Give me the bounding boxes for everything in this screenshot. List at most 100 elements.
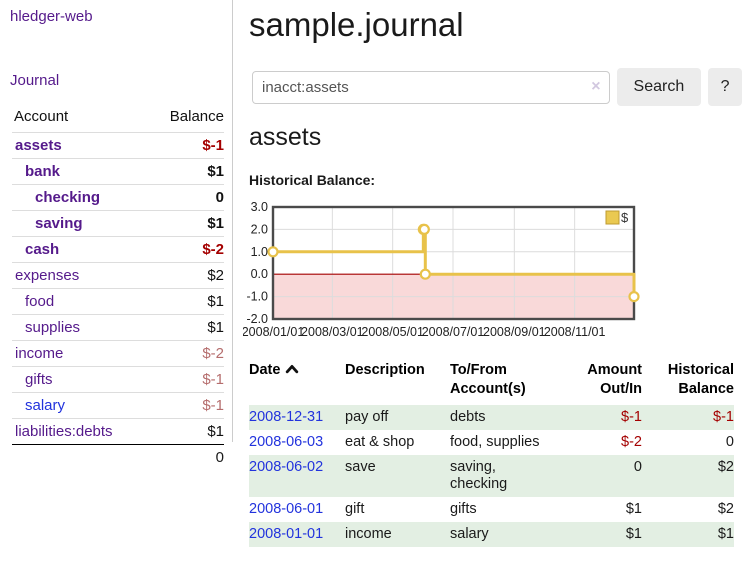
svg-text:2008/01/01: 2008/01/01	[243, 325, 304, 339]
transaction-amount: $1	[625, 501, 642, 517]
transaction-amount: 0	[633, 459, 642, 475]
transaction-date-link[interactable]: 2008-12-31	[249, 409, 324, 425]
svg-text:2008/07/01: 2008/07/01	[422, 325, 485, 339]
account-link[interactable]: income	[15, 345, 64, 362]
transaction-amount: $-2	[621, 434, 642, 450]
register-row: 2008-06-01 gift gifts $1 $2	[249, 497, 734, 522]
svg-text:1.0: 1.0	[251, 245, 268, 259]
historical-balance-chart: $3.0 2.0 1.0 0.0 -1.0 -2.0 2008/01/01 2008/03/0…	[243, 197, 645, 341]
account-link[interactable]: bank	[25, 163, 61, 180]
chart-canvas: $3.0 2.0 1.0 0.0 -1.0 -2.02008/01/012008/03/0…	[243, 200, 640, 339]
transaction-amount: $1	[625, 526, 642, 542]
account-row: salary $-1	[12, 392, 224, 419]
transaction-accounts: food, supplies	[450, 434, 540, 450]
account-row: saving $1	[12, 210, 224, 237]
transaction-accounts: salary	[450, 526, 489, 542]
transaction-date-link[interactable]: 2008-06-03	[249, 434, 324, 450]
page-title: sample.journal	[249, 6, 464, 43]
svg-text:2008/09/01: 2008/09/01	[483, 325, 546, 339]
account-balance: $-1	[202, 137, 224, 154]
account-balance: $1	[207, 293, 224, 310]
transaction-balance: 0	[725, 434, 734, 450]
svg-text:2008/11/01: 2008/11/01	[544, 325, 606, 339]
account-row: gifts $-1	[12, 366, 224, 393]
svg-text:2008/03/01: 2008/03/01	[301, 325, 364, 339]
transaction-balance: $1	[717, 526, 734, 542]
account-link[interactable]: assets	[15, 137, 62, 154]
account-link[interactable]: expenses	[15, 267, 80, 284]
register-table: Date Description To/From Account(s) Amou…	[249, 359, 734, 547]
account-heading: assets	[249, 123, 322, 151]
account-row: expenses $2	[12, 262, 224, 289]
help-button[interactable]: ?	[708, 68, 742, 106]
account-balance: $1	[207, 423, 224, 440]
svg-text:0.0: 0.0	[251, 267, 268, 281]
account-link[interactable]: cash	[25, 241, 60, 258]
account-balance: $-1	[202, 397, 224, 414]
account-balance: $1	[207, 319, 224, 336]
sidebar-item-journal[interactable]: Journal	[10, 72, 60, 89]
account-link[interactable]: saving	[35, 215, 83, 232]
accounts-total-balance: 0	[147, 444, 224, 470]
transaction-date-link[interactable]: 2008-06-01	[249, 501, 324, 517]
svg-text:-2.0: -2.0	[246, 312, 268, 326]
account-row: assets $-1	[12, 132, 224, 159]
register-row: 2008-01-01 income salary $1 $1	[249, 522, 734, 547]
transaction-balance: $2	[717, 459, 734, 475]
transaction-description: income	[345, 526, 392, 542]
account-link[interactable]: food	[25, 293, 55, 310]
clear-search-icon[interactable]: ×	[591, 77, 601, 95]
svg-text:2008/05/01: 2008/05/01	[361, 325, 424, 339]
date-column-header[interactable]: Date	[249, 359, 345, 405]
accounts-column-header: To/From Account(s)	[450, 362, 526, 397]
transaction-description: eat & shop	[345, 434, 415, 450]
account-row: checking 0	[12, 184, 224, 211]
account-balance: $2	[207, 267, 224, 284]
account-balance: $-2	[202, 345, 224, 362]
accounts-table-header: Account Balance	[12, 104, 224, 133]
transaction-accounts: debts	[450, 409, 486, 425]
account-balance: 0	[215, 189, 224, 206]
svg-text:-1.0: -1.0	[246, 290, 268, 304]
account-row: income $-2	[12, 340, 224, 367]
register-table-header: Date Description To/From Account(s) Amou…	[249, 359, 734, 405]
account-row: liabilities:debts $1	[12, 418, 224, 445]
account-balance: $-2	[202, 241, 224, 258]
transaction-accounts: gifts	[450, 501, 477, 517]
account-row: food $1	[12, 288, 224, 315]
amount-column-header: Amount Out/In	[587, 362, 642, 397]
transaction-description: save	[345, 459, 376, 475]
transaction-accounts: saving, checking	[450, 459, 508, 492]
transaction-amount: $-1	[621, 409, 642, 425]
account-link[interactable]: checking	[35, 189, 101, 206]
main-content: sample.journal × Search ? assets Histori…	[240, 0, 742, 547]
account-row: bank $1	[12, 158, 224, 185]
chart-title: Historical Balance:	[249, 172, 376, 188]
accounts-total-row: 0	[12, 444, 224, 470]
account-link[interactable]: salary	[25, 397, 66, 414]
transaction-description: gift	[345, 501, 365, 517]
sort-ascending-icon	[286, 365, 299, 374]
account-link[interactable]: liabilities:debts	[15, 423, 113, 440]
app-home-link[interactable]: hledger-web	[10, 8, 93, 25]
register-row: 2008-06-03 eat & shop food, supplies $-2…	[249, 430, 734, 455]
accounts-table-body: assets $-1 bank $1 checking 0 saving $1 …	[12, 132, 224, 445]
register-row: 2008-12-31 pay off debts $-1 $-1	[249, 405, 734, 430]
account-link[interactable]: supplies	[25, 319, 81, 336]
svg-text:2.0: 2.0	[251, 222, 268, 236]
balance-column-header-register: Historical Balance	[667, 362, 734, 397]
transaction-date-link[interactable]: 2008-01-01	[249, 526, 324, 542]
sidebar: hledger-web Journal Account Balance asse…	[0, 0, 233, 470]
search-form: × Search ?	[252, 68, 742, 106]
register-table-body: 2008-12-31 pay off debts $-1 $-1 2008-06…	[249, 405, 734, 547]
account-column-header: Account	[14, 108, 69, 125]
search-input[interactable]	[252, 70, 610, 104]
account-balance: $1	[207, 215, 224, 232]
account-link[interactable]: gifts	[25, 371, 53, 388]
transaction-date-link[interactable]: 2008-06-02	[249, 459, 324, 475]
account-balance: $-1	[202, 371, 224, 388]
account-row: cash $-2	[12, 236, 224, 263]
app-title: hledger-web	[10, 8, 222, 26]
register-row: 2008-06-02 save saving, checking 0 $2	[249, 455, 734, 497]
search-button[interactable]: Search	[616, 68, 702, 106]
